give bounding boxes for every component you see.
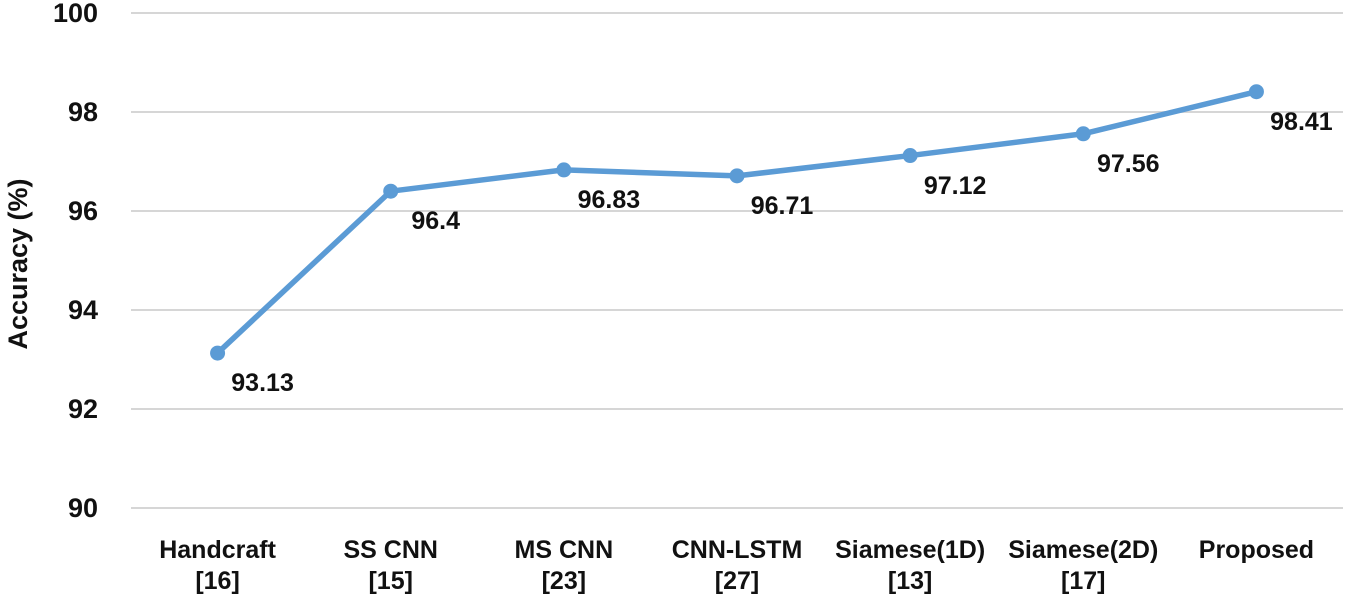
x-category-reference: [27] [714,567,760,595]
y-tick-label: 94 [67,295,98,325]
x-category-name: MS CNN [514,536,614,564]
data-point-marker [210,345,226,361]
data-point-label: 93.13 [231,369,294,398]
x-category-reference: [15] [368,567,413,595]
x-category-label: SS CNN [15] [276,535,506,597]
x-category-name: CNN-LSTM [671,536,803,564]
x-category-name: SS CNN [343,536,438,564]
x-category-name: Siamese(2D) [1008,536,1159,564]
data-point-marker [556,162,572,178]
x-category-reference: [17] [1061,567,1106,595]
x-category-label: Siamese(2D) [17] [968,535,1198,597]
data-point-label: 97.12 [923,171,987,200]
data-point-marker [1248,84,1264,100]
plot-area [131,12,1343,509]
x-category-name: Siamese(1D) [835,536,986,564]
data-point-label: 97.56 [1097,149,1160,178]
data-point-marker [729,168,745,184]
x-category-label: Handcraft [16] [103,535,333,597]
gridline [131,111,1343,113]
x-category-reference: [16] [195,567,240,595]
data-point-label: 96.4 [411,207,461,236]
x-category-label: MS CNN [23] [449,535,679,597]
data-point-label: 96.71 [750,191,814,220]
y-axis-title: Accuracy (%) [3,178,33,350]
y-tick-label: 92 [67,394,98,424]
series-line-svg [210,84,1264,361]
y-tick-label: 90 [67,493,98,523]
series-line [214,88,1260,356]
x-category-label: Siamese(1D) [13] [795,535,1025,597]
x-category-label: Proposed [1141,535,1355,566]
x-category-name: Handcraft [159,536,276,564]
gridline [131,507,1343,509]
y-tick-label: 100 [52,0,98,28]
data-point-marker [1075,126,1091,142]
y-tick-label: 96 [67,196,98,226]
y-tick-label: 98 [67,97,98,127]
data-point-marker [383,183,399,199]
data-point-label: 96.83 [577,185,641,214]
x-category-label: CNN-LSTM [27] [622,535,852,597]
gridline [131,309,1343,311]
gridline [131,408,1343,410]
x-category-reference: [13] [887,567,933,595]
x-category-name: Proposed [1198,536,1315,564]
data-point-marker [902,148,918,164]
data-point-label: 98.41 [1270,107,1333,136]
gridline [131,210,1343,212]
x-category-reference: [23] [541,567,587,595]
gridline [131,12,1343,14]
